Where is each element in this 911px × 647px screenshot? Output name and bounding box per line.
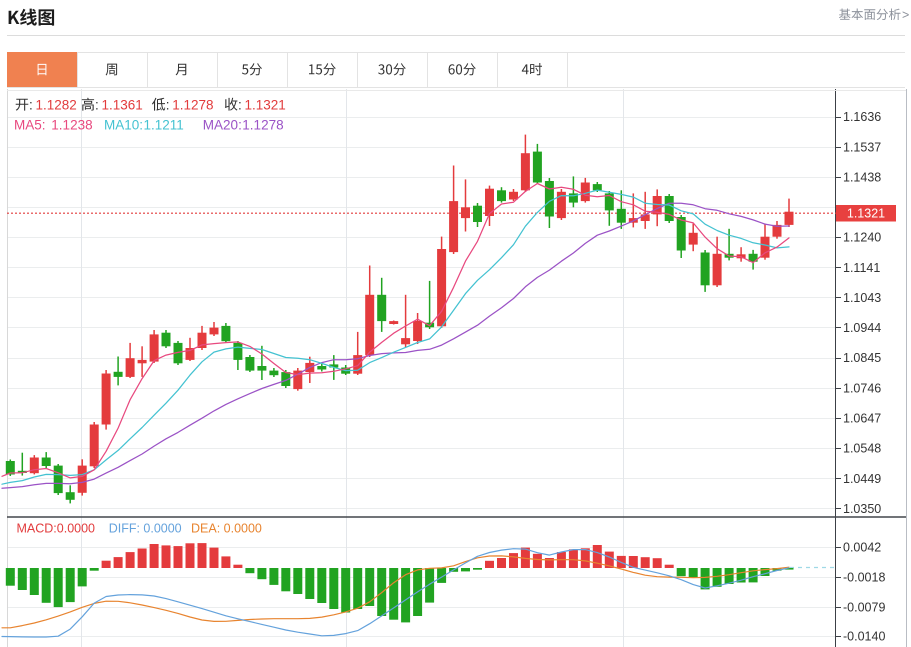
svg-text:1.0449: 1.0449 [843,472,881,486]
svg-text:-0.0079: -0.0079 [843,601,885,615]
svg-text:MA10:: MA10: [104,118,143,133]
svg-text::: : [238,98,242,113]
svg-text:-0.0018: -0.0018 [843,571,885,585]
svg-text:DIFF: 0.0000: DIFF: 0.0000 [109,522,182,536]
svg-text:1.1141: 1.1141 [843,261,880,275]
svg-text:1.1278: 1.1278 [242,118,283,133]
svg-text:1.1321: 1.1321 [245,98,286,113]
svg-text:MA5:: MA5: [14,118,46,133]
svg-text:1.0845: 1.0845 [843,351,881,365]
svg-text:1.0647: 1.0647 [843,412,881,426]
svg-text::: : [166,98,170,113]
svg-text:1.1438: 1.1438 [843,171,881,185]
svg-text:1.1537: 1.1537 [843,140,881,154]
svg-text:-0.0140: -0.0140 [843,630,885,644]
svg-text:MACD:0.0000: MACD:0.0000 [17,522,96,536]
svg-text:1.1278: 1.1278 [172,98,213,113]
svg-text:MA20:: MA20: [203,118,242,133]
svg-text:1.1321: 1.1321 [847,207,885,221]
svg-text:1.1240: 1.1240 [843,231,881,245]
svg-text:0.0042: 0.0042 [843,541,881,555]
svg-text:1.1043: 1.1043 [843,291,881,305]
svg-text:1.0746: 1.0746 [843,381,881,395]
svg-text::: : [29,98,33,113]
svg-text:DEA: 0.0000: DEA: 0.0000 [191,522,262,536]
svg-text:1.1238: 1.1238 [51,118,92,133]
svg-text:1.0350: 1.0350 [843,502,881,516]
svg-text:1.1636: 1.1636 [843,110,881,124]
svg-text:1.1211: 1.1211 [144,118,184,133]
svg-text::: : [95,98,99,113]
svg-text:1.0944: 1.0944 [843,321,881,335]
svg-text:>: > [902,8,909,22]
svg-text:1.1282: 1.1282 [36,98,77,113]
svg-text:1.1361: 1.1361 [102,98,143,113]
svg-text:1.0548: 1.0548 [843,442,881,456]
